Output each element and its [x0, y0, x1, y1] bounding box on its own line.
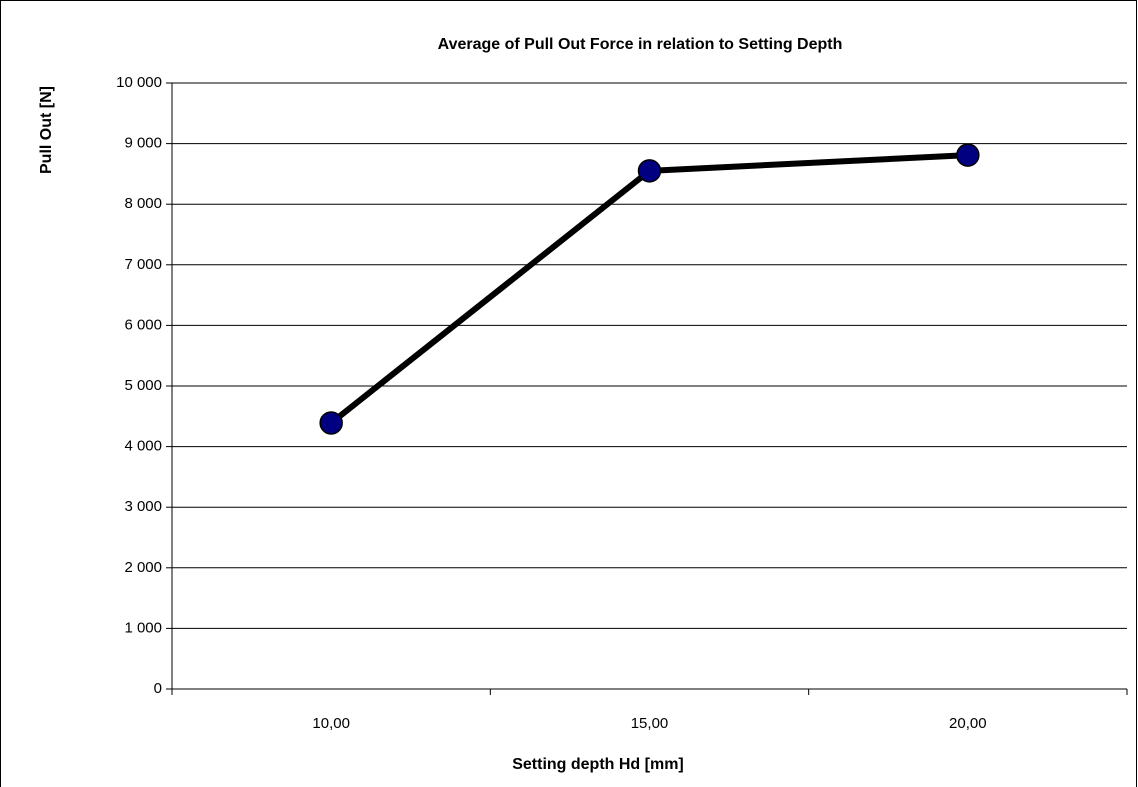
point-marker — [637, 159, 662, 183]
y-tick-label: 8 000 — [124, 195, 162, 212]
y-tick-label: 0 — [154, 680, 162, 697]
y-tick-label: 10 000 — [116, 74, 162, 91]
chart-title: Average of Pull Out Force in relation to… — [438, 36, 843, 53]
x-tick-label: 10,00 — [312, 715, 350, 732]
x-tick-label: 20,00 — [949, 715, 987, 732]
y-tick-label: 2 000 — [124, 559, 162, 576]
y-tick-label: 4 000 — [124, 438, 162, 455]
point-marker — [319, 411, 343, 435]
x-axis-label: Setting depth Hd [mm] — [512, 756, 684, 773]
y-tick-label: 3 000 — [124, 498, 162, 515]
y-tick-label: 6 000 — [124, 316, 162, 333]
y-tick-label: 7 000 — [124, 256, 162, 273]
y-tick-label: 1 000 — [124, 619, 162, 636]
y-axis-label: Pull Out [N] — [38, 86, 55, 174]
y-tick-label: 9 000 — [124, 135, 162, 152]
x-tick-label: 15,00 — [631, 715, 669, 732]
y-tick-label: 5 000 — [124, 377, 162, 394]
point-marker — [956, 143, 980, 167]
